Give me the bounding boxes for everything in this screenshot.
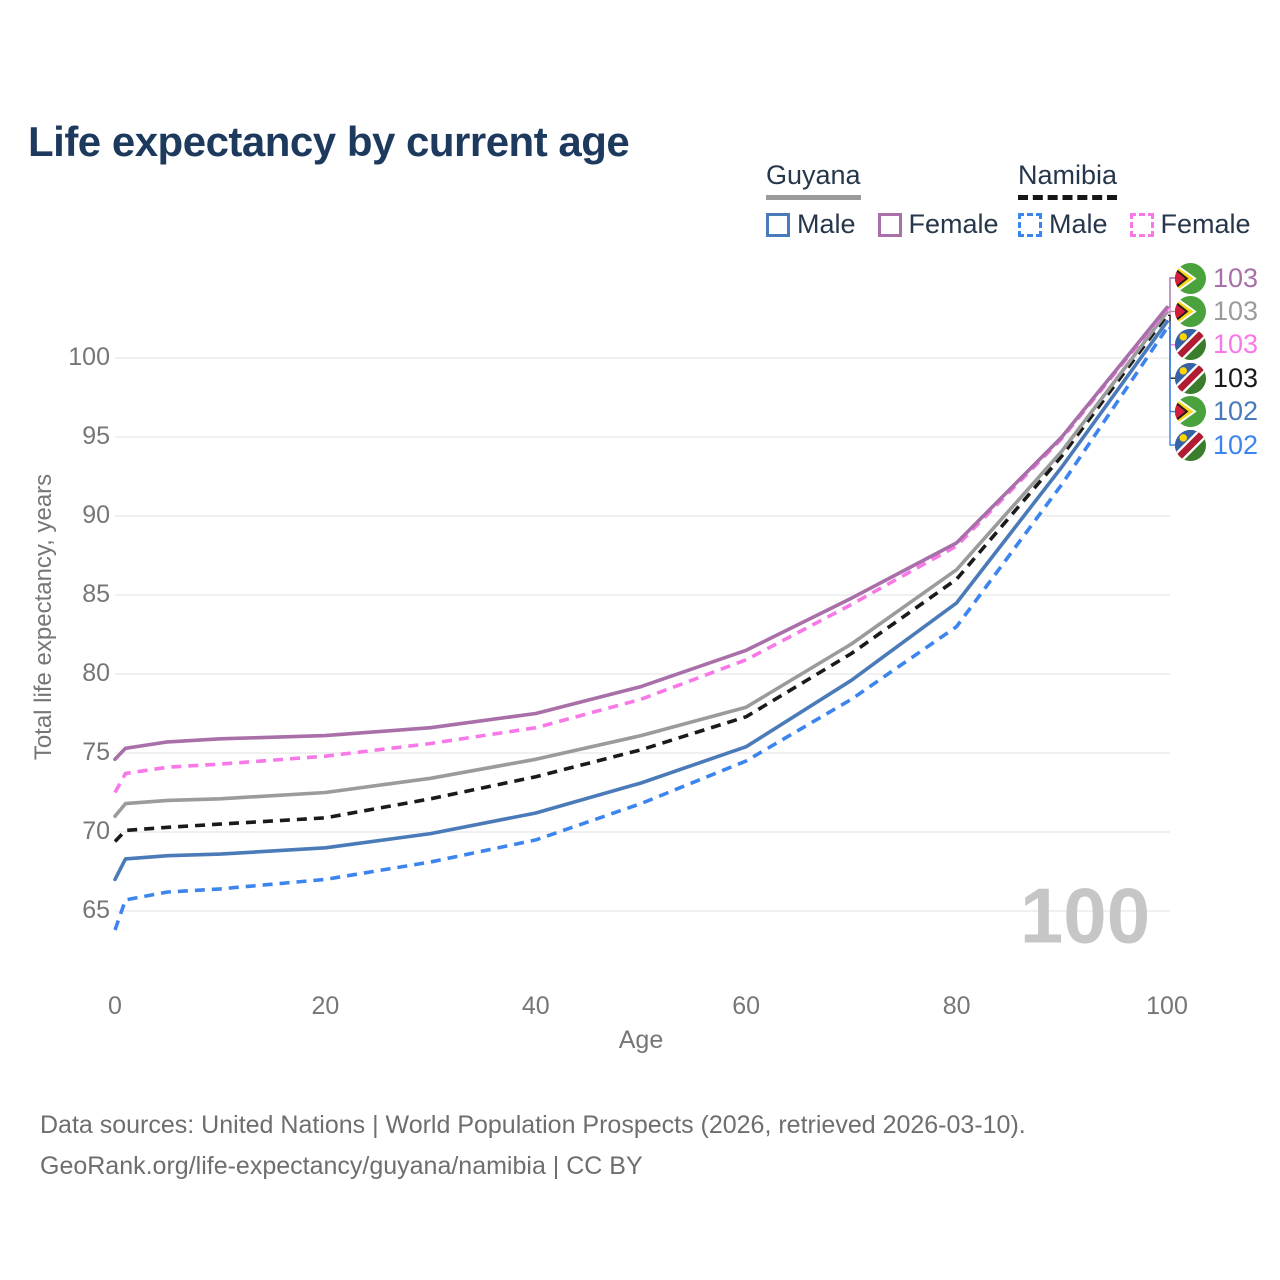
x-tick-label: 80 xyxy=(942,992,971,1020)
end-label-connector xyxy=(1168,310,1175,313)
guyana-flag-icon xyxy=(1175,396,1206,428)
end-label-connector xyxy=(1168,277,1175,309)
y-tick-label: 100 xyxy=(68,343,110,371)
guyana-flag-icon xyxy=(1175,262,1206,294)
legend-item-guyana-male: Male xyxy=(766,209,856,240)
y-tick-label: 85 xyxy=(82,580,110,608)
age-counter-watermark: 100 xyxy=(1019,871,1151,960)
y-tick-label: 80 xyxy=(82,659,110,687)
namibia-flag-icon xyxy=(1175,429,1206,461)
end-label-connector xyxy=(1168,308,1175,346)
legend-country-guyana: Guyana xyxy=(766,160,861,200)
y-tick-label: 95 xyxy=(82,422,110,450)
end-label-row: 103 xyxy=(1175,262,1259,294)
end-label-row: 103 xyxy=(1175,362,1259,394)
series-line-namibia xyxy=(113,314,1169,843)
end-label-row: 102 xyxy=(1175,396,1259,428)
page-title: Life expectancy by current age xyxy=(28,118,630,166)
footer-data-sources: Data sources: United Nations | World Pop… xyxy=(40,1111,1026,1139)
namibia-flag-icon xyxy=(1175,329,1206,361)
chart-area: 100 Total life expectancy, years Age 65 7… xyxy=(0,250,1280,1060)
end-label-value: 103 xyxy=(1213,362,1259,393)
end-label-row: 103 xyxy=(1175,295,1259,327)
y-tick-label: 65 xyxy=(82,896,110,924)
guyana-flag-icon xyxy=(1175,295,1206,327)
end-label-row: 103 xyxy=(1175,329,1259,361)
legend-item-guyana-female: Female xyxy=(877,209,999,240)
end-label-connector xyxy=(1168,327,1175,446)
end-label-value: 103 xyxy=(1213,262,1259,293)
legend-item-namibia-female: Female xyxy=(1129,209,1251,240)
y-tick-label: 70 xyxy=(82,817,110,845)
series-line-namibia-female xyxy=(113,307,1169,794)
legend-group-namibia: Namibia Male Female xyxy=(1018,160,1273,240)
x-axis-title: Age xyxy=(618,1026,664,1054)
series-line-guyana-male xyxy=(113,319,1169,882)
legend-group-guyana: Guyana Male Female xyxy=(766,160,1021,240)
end-label-value: 102 xyxy=(1213,429,1259,460)
guyana-female-swatch-icon xyxy=(877,212,902,237)
x-tick-label: 40 xyxy=(521,992,550,1020)
legend-label: Female xyxy=(1160,209,1251,239)
series-line-guyana-female xyxy=(113,305,1169,762)
legend-country-namibia: Namibia xyxy=(1018,160,1118,200)
legend-label: Male xyxy=(1049,209,1108,239)
namibia-flag-icon xyxy=(1175,362,1206,394)
legend-item-namibia-male: Male xyxy=(1018,209,1108,240)
end-label-connector xyxy=(1168,321,1175,413)
footer: Data sources: United Nations | World Pop… xyxy=(40,1105,1026,1187)
series-line-guyana xyxy=(113,310,1169,818)
y-tick-label: 90 xyxy=(82,501,110,529)
chart-canvas xyxy=(113,277,1175,931)
legend-label: Female xyxy=(908,209,999,239)
namibia-male-swatch-icon xyxy=(1018,212,1042,237)
guyana-male-swatch-icon xyxy=(766,212,790,237)
end-label-value: 103 xyxy=(1213,329,1259,360)
y-tick-label: 75 xyxy=(82,738,110,766)
footer-attribution: GeoRank.org/life-expectancy/guyana/namib… xyxy=(40,1152,643,1180)
namibia-female-swatch-icon xyxy=(1129,212,1154,237)
end-label-connector xyxy=(1168,314,1175,379)
x-tick-label: 60 xyxy=(732,992,761,1020)
legend-label: Male xyxy=(797,209,856,239)
x-tick-label: 100 xyxy=(1146,992,1188,1020)
x-tick-label: 20 xyxy=(311,992,340,1020)
end-label-value: 103 xyxy=(1213,295,1259,326)
end-label-value: 102 xyxy=(1213,396,1259,427)
end-label-row: 102 xyxy=(1175,429,1259,461)
x-tick-label: 0 xyxy=(108,992,122,1020)
series-line-namibia-male xyxy=(113,326,1169,931)
